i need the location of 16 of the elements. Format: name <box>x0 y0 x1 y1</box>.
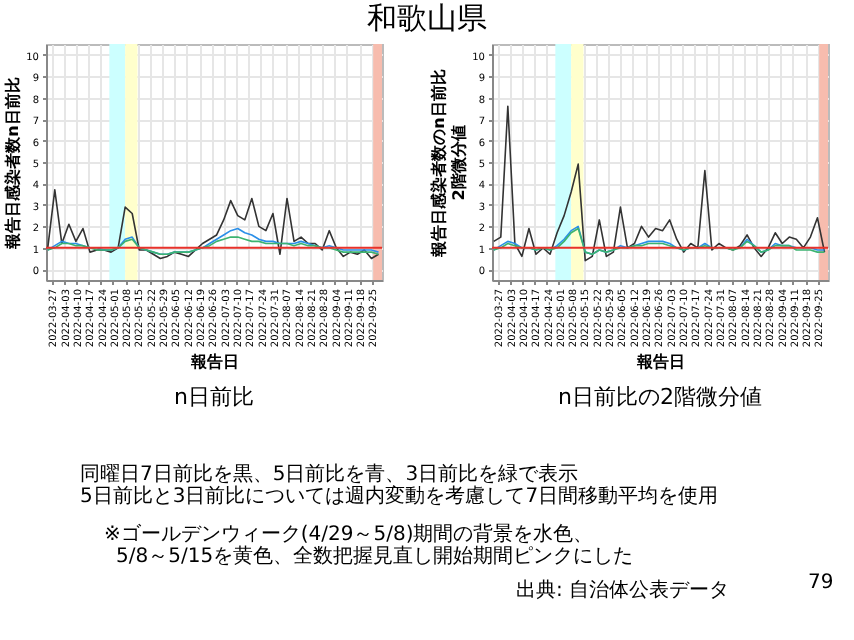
text: 和歌山県 <box>365 0 489 38</box>
line-series <box>492 105 826 262</box>
text: n日前比の2階微分値 <box>558 384 762 411</box>
y-axis-title: 報告日感染者数のn日前比 2階微分値 <box>430 69 469 259</box>
text: 79 <box>808 572 834 594</box>
text: 5日前比と3日前比については週内変動を考慮して7日間移動平均を使用 <box>80 486 719 508</box>
line-series <box>46 236 380 256</box>
text: ※ゴールデンウィーク(4/29～5/8)期間の背景を水色、 <box>104 524 594 546</box>
line-series <box>46 189 380 260</box>
x-axis-title: 報告日 <box>635 353 685 372</box>
text: n日前比 <box>174 384 254 411</box>
text: 同曜日7日前比を黒、5日前比を青、3日前比を緑で表示 <box>80 464 579 486</box>
x-axis-title: 報告日 <box>189 353 239 372</box>
y-axis-title: 報告日感染者数n日前比 <box>4 77 23 251</box>
text: 5/8～5/15を黄色、全数把握見直し開始期間ピンクにした <box>116 546 634 568</box>
source-note: 出典: 自治体公表データ <box>516 580 730 602</box>
